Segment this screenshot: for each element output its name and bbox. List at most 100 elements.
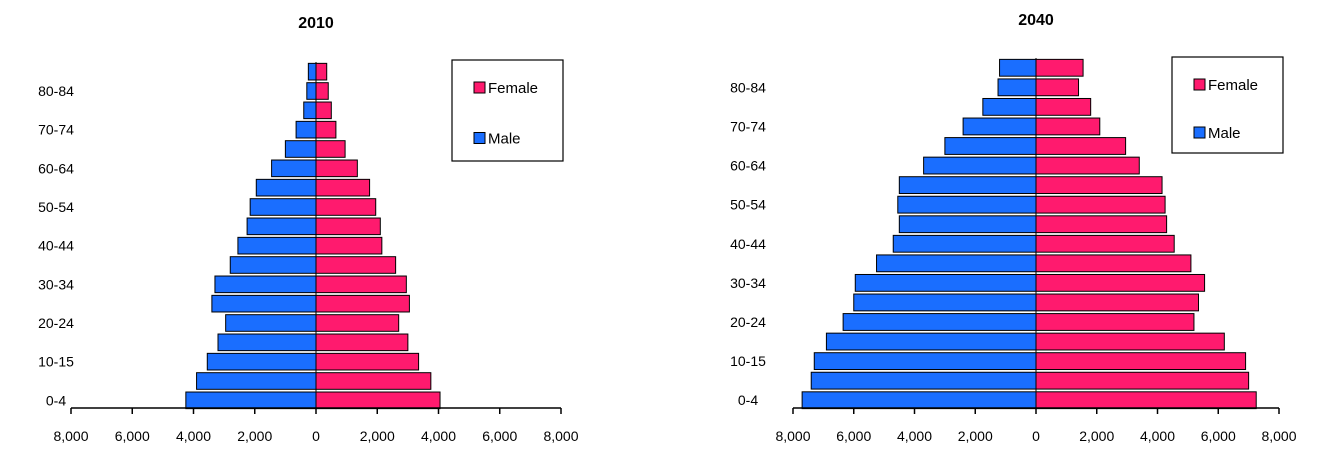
legend-box <box>451 59 564 162</box>
category-label: 10-15 <box>38 354 74 370</box>
male-bar-25-29 <box>853 293 1037 312</box>
male-bar-60-64 <box>271 159 317 178</box>
female-bar-35-39 <box>315 256 397 274</box>
female-bar-25-29 <box>1035 293 1200 312</box>
female-bar-50-54 <box>1035 195 1166 214</box>
male-bar-20-24 <box>842 313 1037 331</box>
x-tick-label: 2,000 <box>958 428 993 444</box>
male-bar-0-4 <box>185 391 317 410</box>
x-tick-label: 8,000 <box>53 428 88 444</box>
category-label: 50-54 <box>38 199 74 215</box>
female-bar-35-39 <box>1035 254 1192 273</box>
legend-label-male: Male <box>1208 125 1241 142</box>
x-tick-label: 6,000 <box>115 428 150 444</box>
male-bar-40-44 <box>892 234 1037 253</box>
category-label: 20-24 <box>730 314 766 330</box>
chart-title: 2040 <box>1018 12 1054 29</box>
x-tick-label: 2,000 <box>360 428 395 444</box>
male-bar-5-9 <box>810 371 1037 390</box>
male-bar-15-19 <box>825 332 1037 351</box>
female-bar-0-4 <box>1035 391 1257 410</box>
x-tick-label: 8,000 <box>543 428 578 444</box>
male-bar-60-64 <box>923 156 1037 175</box>
female-bar-85+ <box>315 62 328 81</box>
male-bar-10-15 <box>206 352 317 371</box>
x-tick-label: 4,000 <box>176 428 211 444</box>
male-bar-80-84 <box>306 82 317 100</box>
male-bar-65-69 <box>284 140 317 158</box>
x-tick-label: 4,000 <box>421 428 456 444</box>
legend-box <box>1171 56 1284 154</box>
female-bar-45-49 <box>1035 215 1168 234</box>
category-label: 80-84 <box>730 79 766 95</box>
female-bar-75-79 <box>315 101 332 120</box>
legend-label-male: Male <box>488 131 521 148</box>
male-bar-45-49 <box>246 217 317 236</box>
x-tick-label: 4,000 <box>897 428 932 444</box>
category-label: 40-44 <box>38 238 74 254</box>
female-bar-15-19 <box>315 333 409 352</box>
female-bar-40-44 <box>315 236 383 255</box>
male-bar-70-74 <box>295 120 317 139</box>
male-bar-50-54 <box>249 198 317 216</box>
category-label: 60-64 <box>38 160 74 176</box>
male-bar-5-9 <box>196 372 317 390</box>
male-bar-65-69 <box>944 137 1037 155</box>
female-bar-65-69 <box>315 140 346 158</box>
female-bar-70-74 <box>315 120 337 139</box>
category-label: 60-64 <box>730 158 766 174</box>
female-bar-55-59 <box>315 178 371 197</box>
male-bar-35-39 <box>876 254 1037 273</box>
male-bar-25-29 <box>211 294 317 313</box>
male-bar-10-15 <box>813 352 1037 371</box>
female-bar-55-59 <box>1035 176 1163 195</box>
female-bar-60-64 <box>315 159 358 178</box>
male-bar-40-44 <box>237 236 317 255</box>
female-bar-10-15 <box>1035 352 1247 371</box>
legend: Female Male <box>1171 56 1284 154</box>
female-bar-25-29 <box>315 294 410 313</box>
female-bar-30-34 <box>315 275 407 294</box>
male-bar-30-34 <box>214 275 317 294</box>
male-bar-35-39 <box>229 256 317 274</box>
female-bar-20-24 <box>315 314 400 332</box>
x-tick-label: 6,000 <box>482 428 517 444</box>
male-bar-80-84 <box>997 78 1037 97</box>
legend-swatch-male <box>473 132 486 144</box>
female-bar-70-74 <box>1035 117 1101 136</box>
x-tick-label: 8,000 <box>1261 428 1296 444</box>
female-bar-65-69 <box>1035 137 1127 155</box>
female-bar-15-19 <box>1035 332 1225 351</box>
female-bar-60-64 <box>1035 156 1140 175</box>
category-label: 30-34 <box>730 275 766 291</box>
male-bar-55-59 <box>898 176 1037 195</box>
category-label: 50-54 <box>730 197 766 213</box>
male-bar-55-59 <box>255 178 317 197</box>
x-tick-label: 6,000 <box>836 428 871 444</box>
male-bar-50-54 <box>897 195 1037 214</box>
legend-label-female: Female <box>1208 77 1258 94</box>
chart-title: 2010 <box>298 15 334 32</box>
category-label: 70-74 <box>38 122 74 138</box>
female-bar-75-79 <box>1035 97 1092 116</box>
male-bar-75-79 <box>303 101 317 120</box>
male-bar-75-79 <box>982 97 1037 116</box>
category-label: 0-4 <box>46 392 66 408</box>
category-label: 80-84 <box>38 83 74 99</box>
male-bar-0-4 <box>801 391 1037 410</box>
male-bar-20-24 <box>225 314 317 332</box>
x-tick-label: 8,000 <box>775 428 810 444</box>
pyramid-chart-2010: 2010 0-4 10-15 20-24 30-34 40-44 50-54 60-64 70… <box>38 15 579 444</box>
female-bar-45-49 <box>315 217 381 236</box>
male-bar-30-34 <box>854 273 1037 292</box>
x-tick-label: 0 <box>312 428 320 444</box>
legend-swatch-female <box>1193 78 1206 91</box>
legend-label-female: Female <box>488 80 538 97</box>
female-bar-30-34 <box>1035 273 1206 292</box>
legend-swatch-female <box>473 81 486 94</box>
legend: Female Male <box>451 59 564 162</box>
legend-swatch-male <box>1193 126 1206 139</box>
female-bar-5-9 <box>1035 371 1250 390</box>
female-bar-40-44 <box>1035 234 1175 253</box>
